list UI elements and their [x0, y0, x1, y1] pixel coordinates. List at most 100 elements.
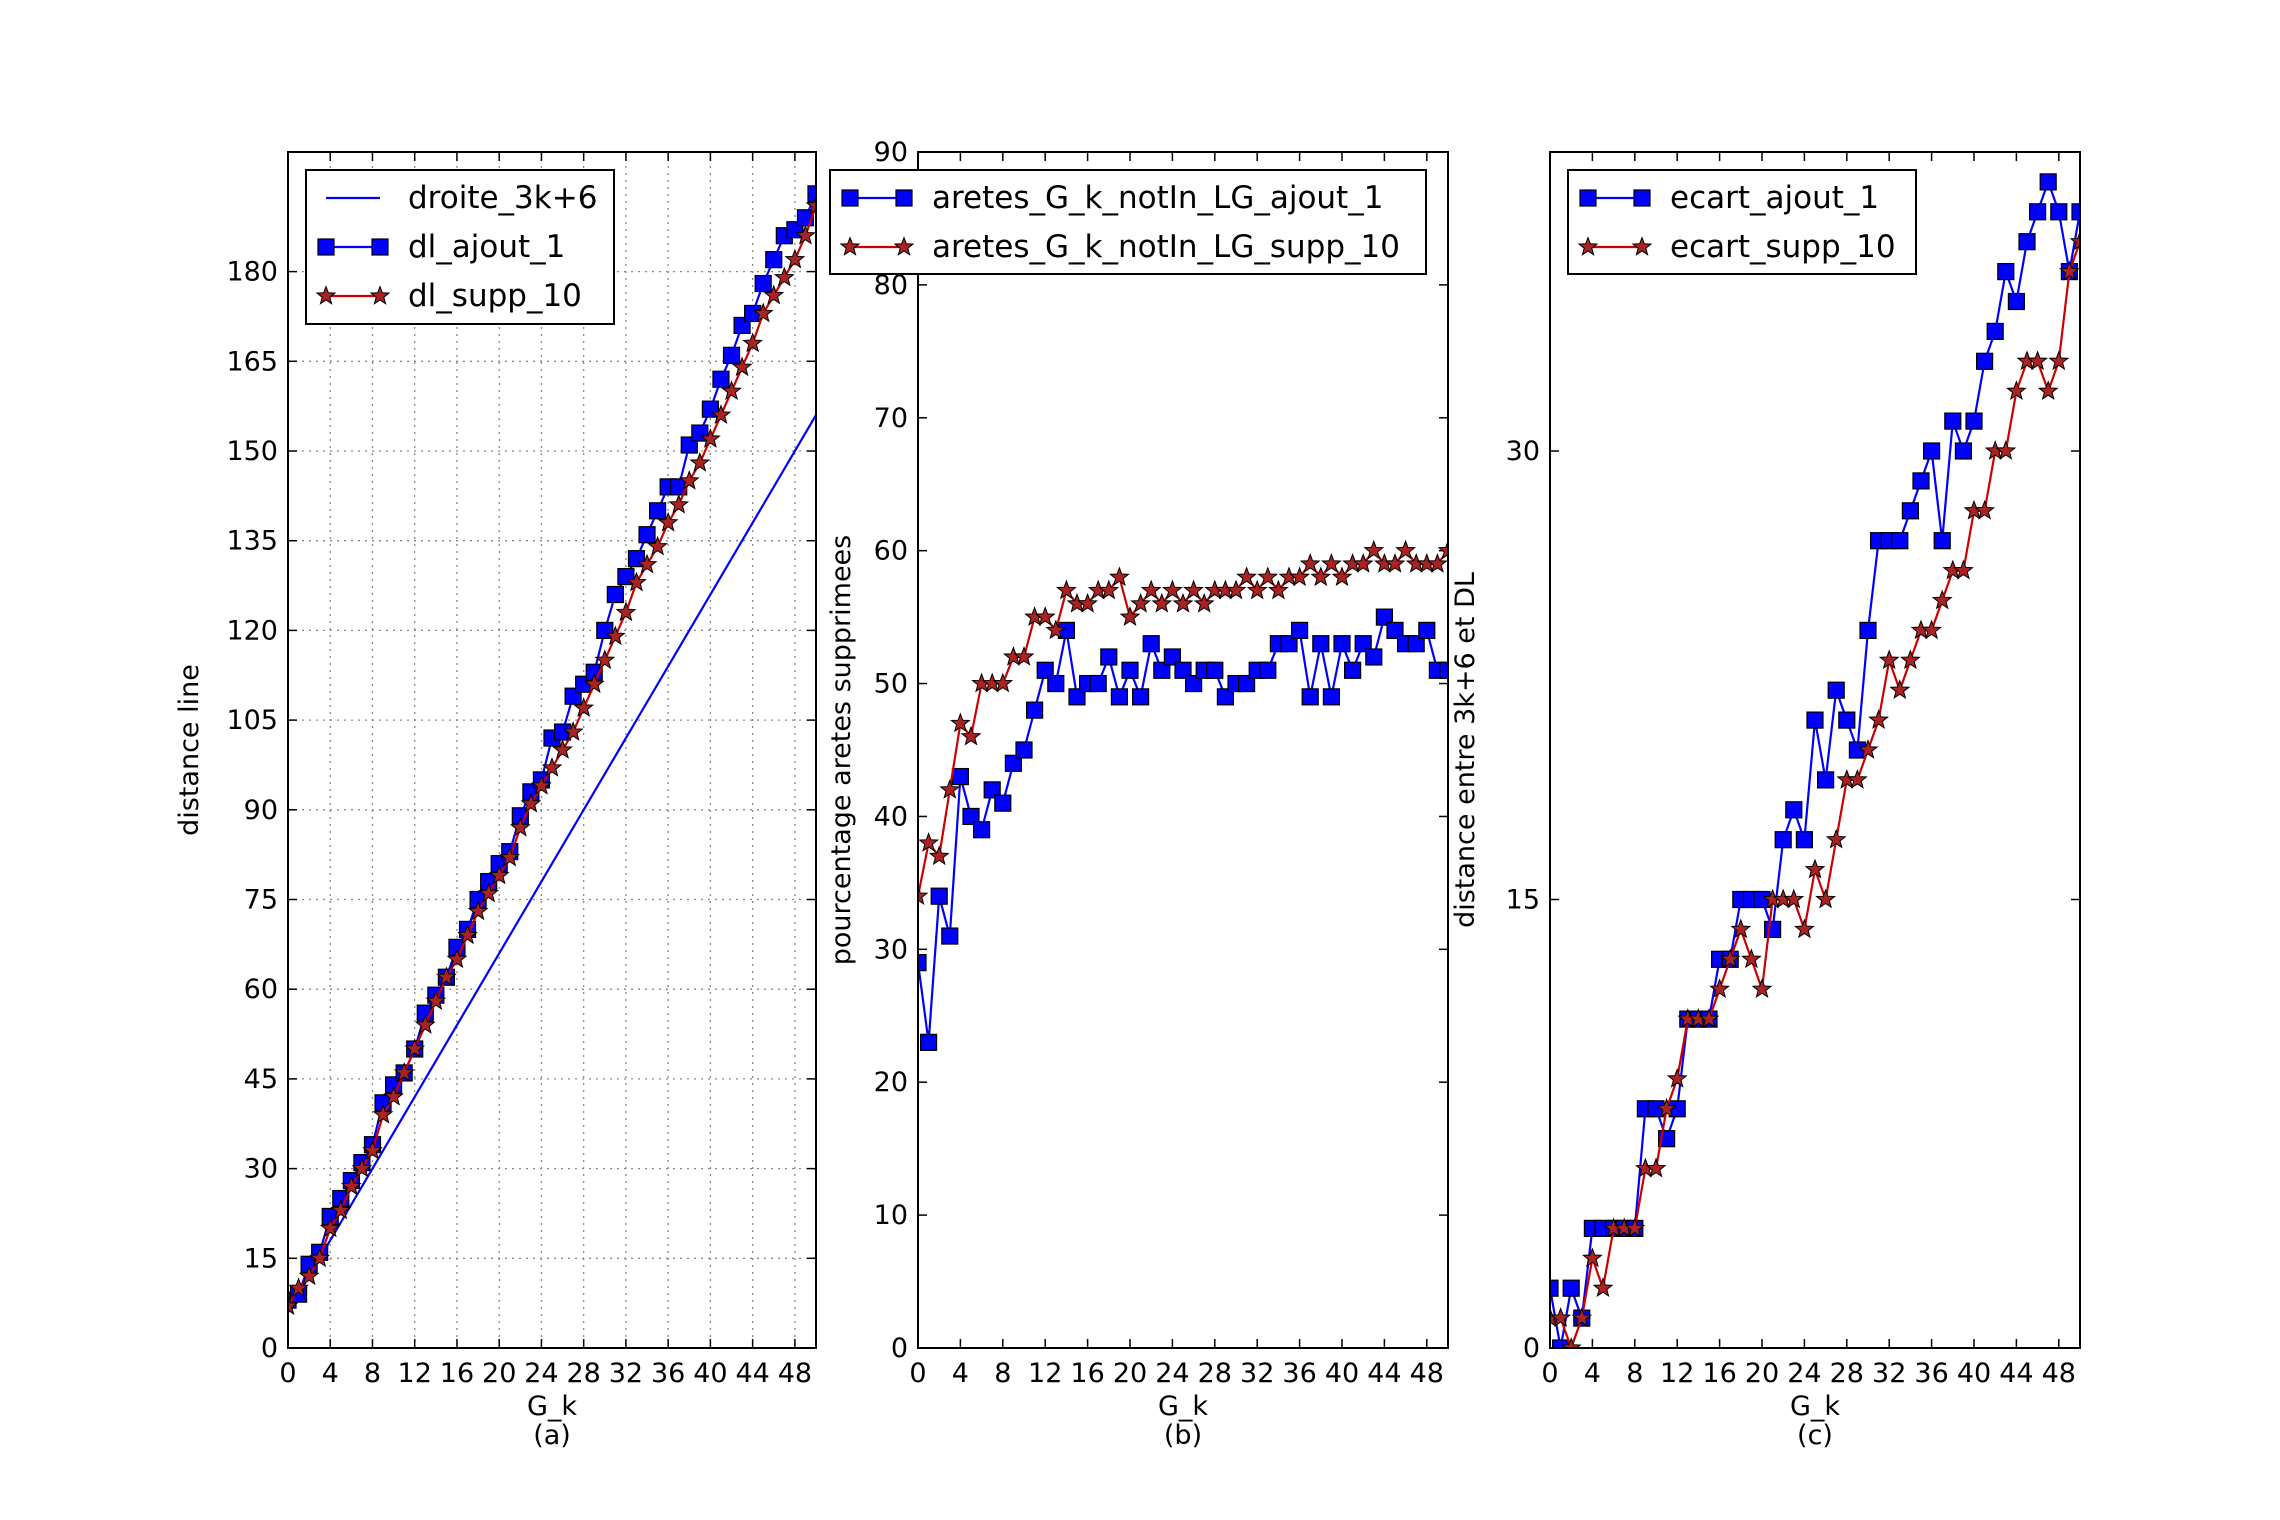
data-point: [1730, 918, 1752, 939]
x-tick-label: 24: [1787, 1358, 1821, 1389]
x-tick-label: 44: [735, 1358, 769, 1389]
y-tick-label: 40: [874, 801, 908, 832]
y-tick-label: 0: [261, 1333, 278, 1364]
x-tick-label: 24: [1155, 1358, 1189, 1389]
data-point: [1280, 635, 1298, 653]
data-point: [351, 1157, 373, 1178]
data-point: [2059, 260, 2080, 281]
data-point: [2006, 380, 2027, 401]
x-tick-label: 12: [398, 1358, 432, 1389]
data-point: [765, 251, 783, 269]
x-tick-label: 16: [1702, 1358, 1736, 1389]
data-point: [1365, 648, 1383, 666]
data-point: [1290, 621, 1309, 640]
data-point: [309, 1247, 331, 1268]
data-point: [712, 370, 730, 388]
data-point: [731, 356, 753, 377]
x-tick-label: 0: [909, 1358, 926, 1389]
data-point: [721, 380, 742, 401]
y-tick-label: 75: [244, 885, 278, 916]
legend-marker: [841, 189, 859, 207]
data-point: [1891, 532, 1909, 550]
data-point: [1666, 1067, 1688, 1088]
x-axis-label: G_k: [1790, 1391, 1840, 1422]
x-tick-label: 28: [1198, 1358, 1232, 1389]
data-point: [1004, 754, 1023, 772]
data-point: [657, 511, 679, 532]
y-tick-label: 150: [226, 436, 278, 467]
legend-label: droite_3k+6: [408, 180, 597, 216]
data-point: [531, 774, 552, 795]
data-point: [1098, 579, 1120, 600]
data-point: [773, 266, 795, 287]
y-tick-label: 0: [891, 1333, 908, 1364]
x-tick-label: 36: [1282, 1358, 1316, 1389]
series-ecart_ajout_1: [1550, 173, 2080, 1348]
y-tick-label: 165: [226, 346, 278, 377]
data-point: [340, 1175, 362, 1196]
data-point: [992, 672, 1014, 693]
data-point: [1130, 592, 1151, 613]
series-aretes_G_k_notIn_LG_supp_10: [918, 539, 1448, 906]
data-point: [1656, 1097, 1677, 1118]
data-point: [425, 990, 447, 1011]
legend-label: aretes_G_k_notIn_LG_supp_10: [932, 229, 1400, 265]
legend-item: aretes_G_k_notIn_LG_supp_10: [839, 229, 1400, 265]
data-point: [1763, 920, 1782, 939]
panel-caption: (b): [1164, 1420, 1202, 1451]
data-point: [499, 846, 521, 867]
data-point: [1901, 502, 1920, 520]
legend-marker: [369, 285, 391, 305]
data-point: [573, 697, 595, 717]
legend-item: dl_supp_10: [315, 278, 582, 314]
y-tick-label: 80: [874, 270, 908, 301]
data-point: [919, 1033, 938, 1051]
data-point: [457, 924, 478, 945]
x-tick-label: 4: [1584, 1358, 1601, 1389]
data-point: [941, 927, 959, 945]
data-point: [1439, 661, 1448, 679]
data-point: [1119, 606, 1141, 626]
data-point: [1825, 828, 1847, 849]
data-point: [1804, 858, 1826, 879]
data-point: [1698, 1008, 1720, 1028]
x-tick-label: 0: [279, 1358, 296, 1389]
data-point: [2050, 203, 2068, 221]
data-point: [1109, 566, 1130, 587]
x-tick-label: 8: [994, 1358, 1011, 1389]
data-point: [2071, 203, 2080, 221]
y-tick-label: 90: [874, 137, 908, 168]
data-point: [1562, 1279, 1580, 1297]
x-axis-label: G_k: [1158, 1391, 1208, 1422]
legend-marker: [371, 238, 389, 256]
data-point: [1068, 688, 1086, 706]
legend-item: ecart_supp_10: [1577, 229, 1896, 265]
data-point: [752, 302, 774, 323]
data-point: [288, 1277, 309, 1298]
data-point: [1121, 661, 1139, 679]
legend-label: aretes_G_k_notIn_LG_ajout_1: [932, 180, 1383, 216]
data-point: [1986, 322, 2004, 340]
legend-marker: [1577, 236, 1599, 256]
x-tick-label: 24: [524, 1358, 558, 1389]
data-point: [1560, 1337, 1582, 1348]
data-point: [1783, 888, 1805, 909]
data-point: [1878, 649, 1900, 670]
data-point: [319, 1217, 341, 1238]
legend: droite_3k+6 dl_ajout_1 dl_supp_10: [305, 169, 615, 325]
legend-item: droite_3k+6: [326, 180, 597, 216]
series-line: [1550, 241, 2080, 1348]
data-point: [1944, 412, 1962, 430]
data-point: [2007, 292, 2026, 311]
data-point: [2037, 380, 2059, 401]
data-point: [1259, 661, 1277, 679]
x-tick-label: 28: [567, 1358, 601, 1389]
data-point: [2018, 233, 2036, 251]
data-point: [626, 571, 647, 592]
series-ecart_supp_10: [1550, 230, 2080, 1348]
panel-caption: (c): [1797, 1420, 1833, 1451]
legend-marker: [317, 238, 335, 256]
y-tick-label: 30: [1506, 436, 1540, 467]
data-point: [1151, 592, 1173, 613]
x-tick-label: 48: [1410, 1358, 1444, 1389]
